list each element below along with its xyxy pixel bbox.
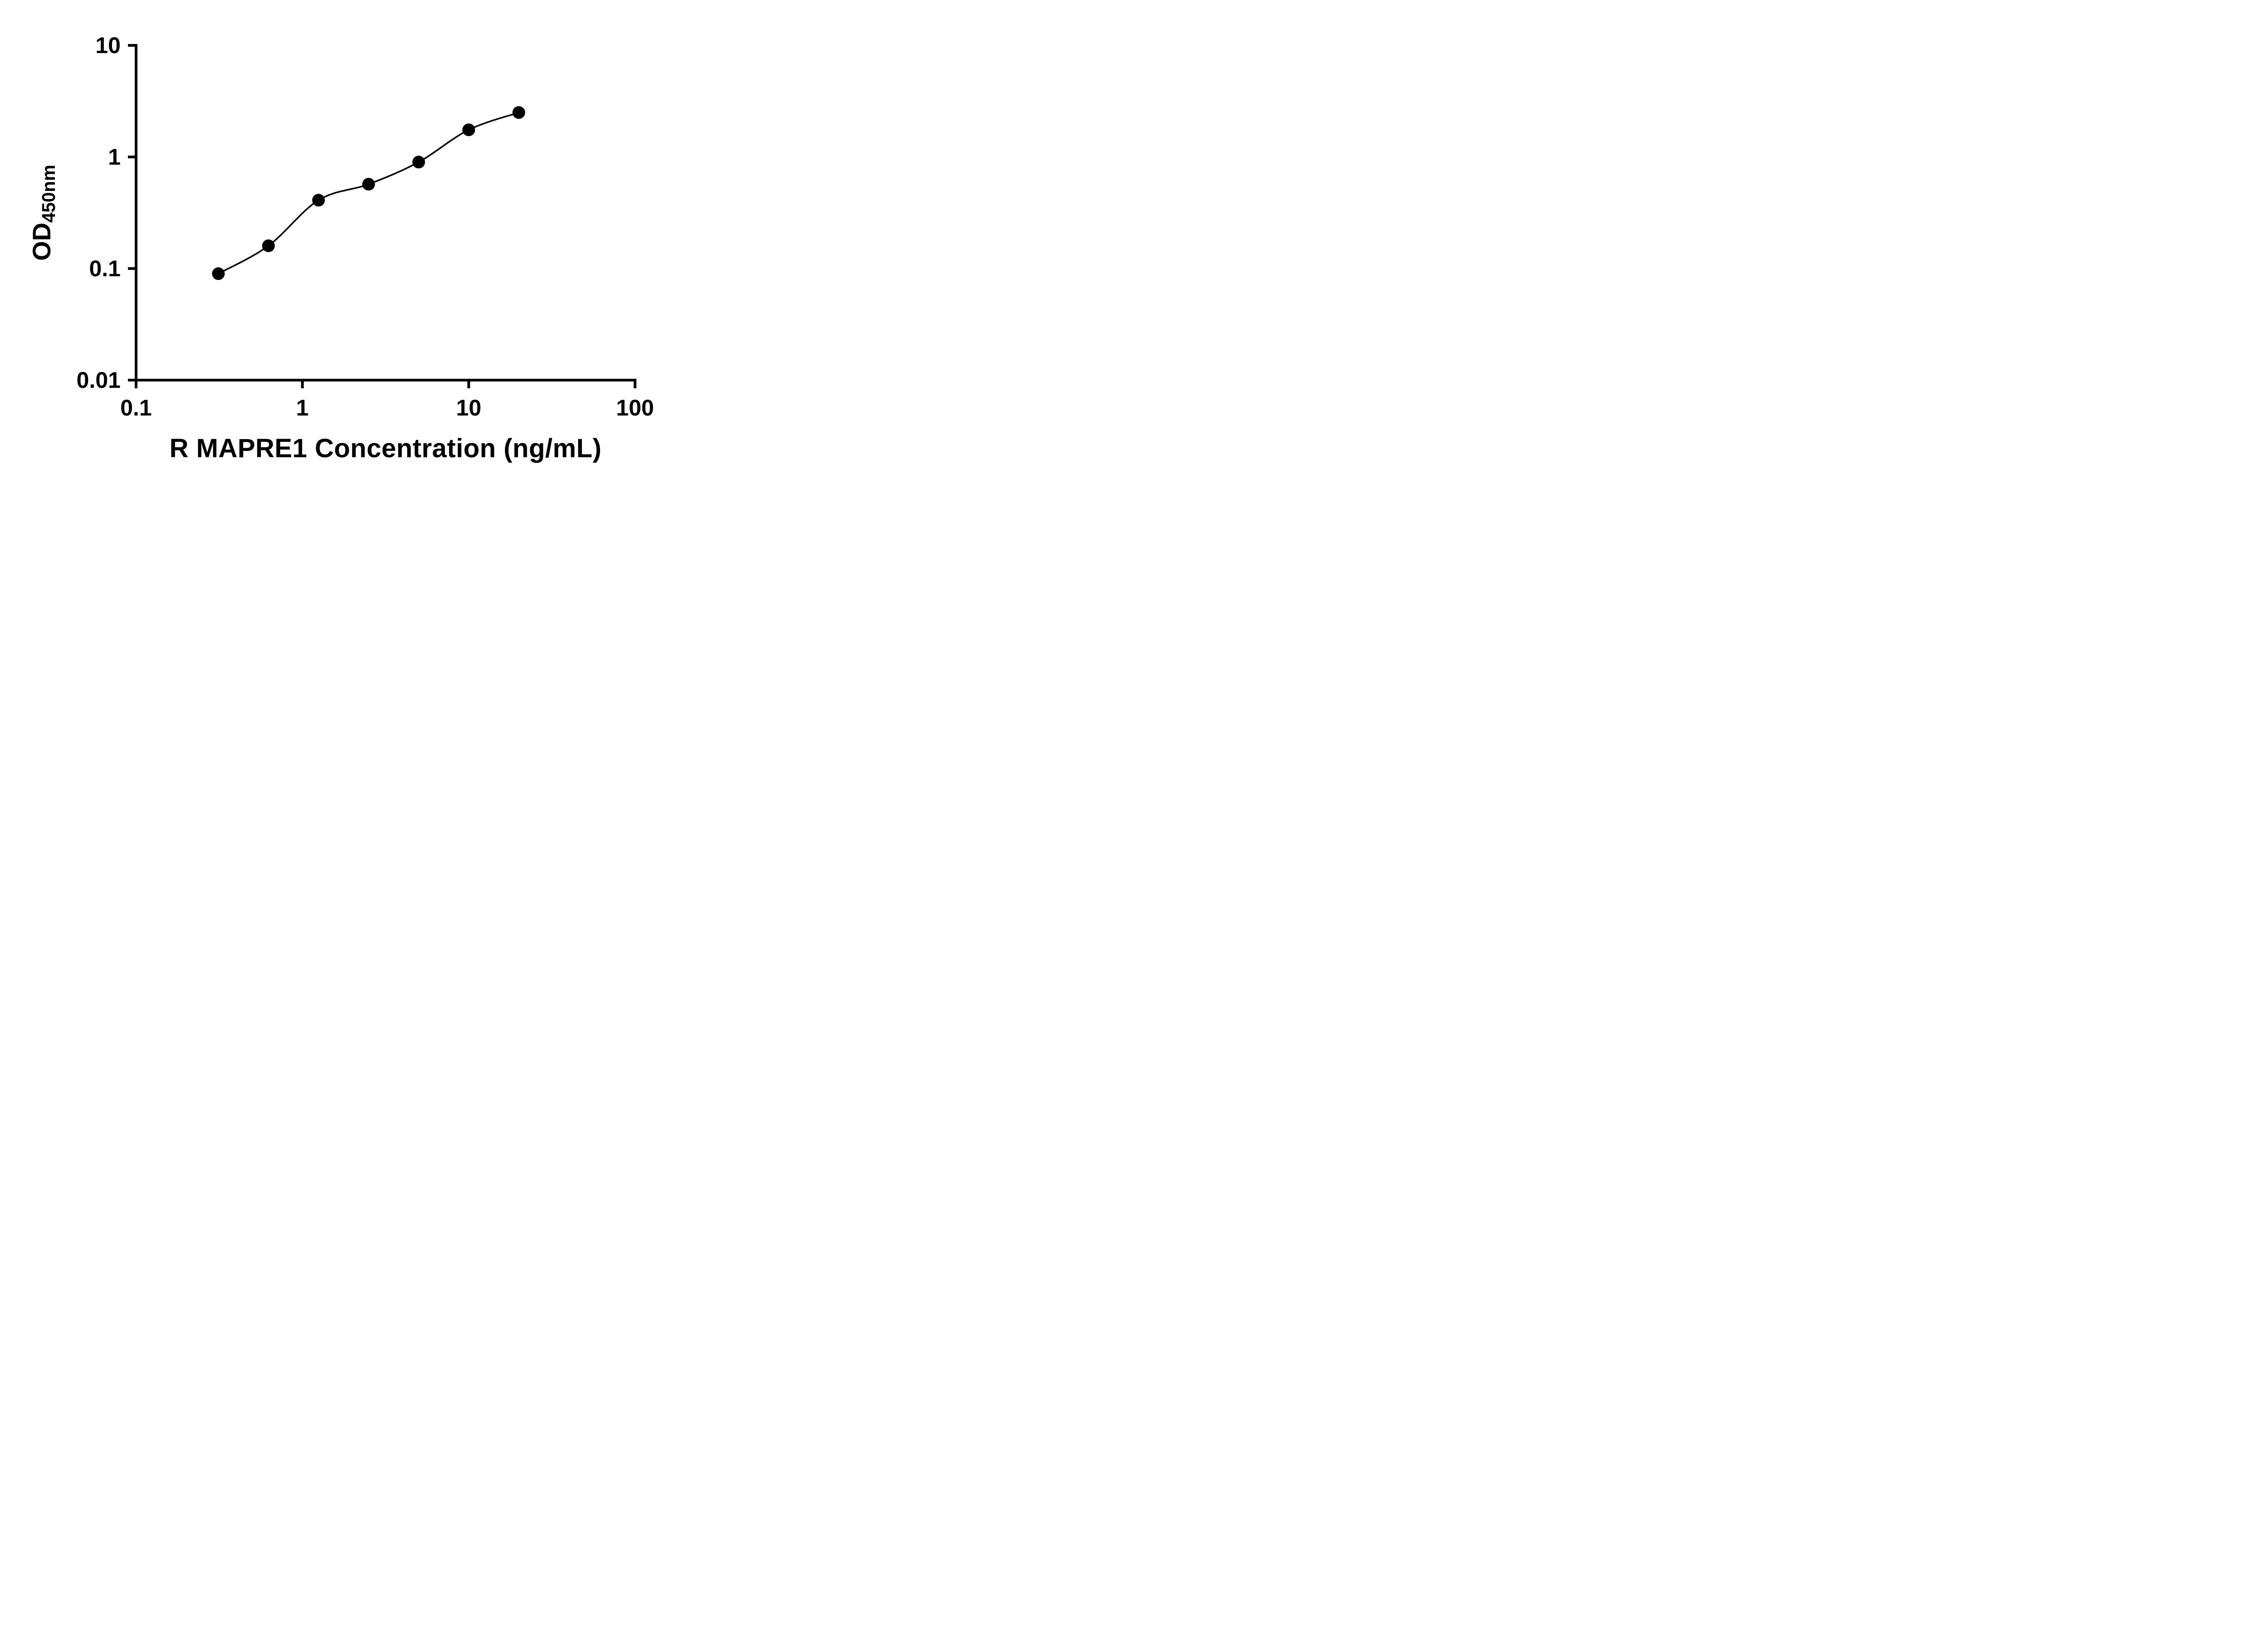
data-point bbox=[262, 239, 275, 252]
y-axis-title: OD450nm bbox=[27, 165, 59, 261]
x-tick-label: 10 bbox=[456, 395, 482, 420]
x-tick-label: 1 bbox=[296, 395, 309, 420]
y-tick-label: 0.1 bbox=[89, 256, 121, 281]
data-point bbox=[512, 106, 525, 119]
elisa-standard-curve-figure: 0.1 1 10 100 10 1 0.1 0.01 R MAPRE1 Concentrati… bbox=[0, 0, 700, 490]
y-axis-title-main: OD bbox=[27, 222, 56, 261]
data-point bbox=[412, 156, 425, 169]
y-tick-label: 0.01 bbox=[77, 367, 121, 393]
data-point bbox=[362, 178, 375, 191]
x-tick-label: 100 bbox=[616, 395, 654, 420]
data-point bbox=[462, 123, 475, 137]
axis-frame bbox=[135, 44, 636, 381]
x-tick-label: 0.1 bbox=[120, 395, 152, 420]
data-point bbox=[212, 267, 225, 280]
data-point bbox=[312, 194, 325, 207]
x-axis-title: R MAPRE1 Concentration (ng/mL) bbox=[169, 434, 602, 463]
y-tick-label: 10 bbox=[95, 33, 121, 58]
y-tick-label: 1 bbox=[108, 144, 121, 170]
y-axis-title-subscript: 450nm bbox=[38, 165, 59, 223]
